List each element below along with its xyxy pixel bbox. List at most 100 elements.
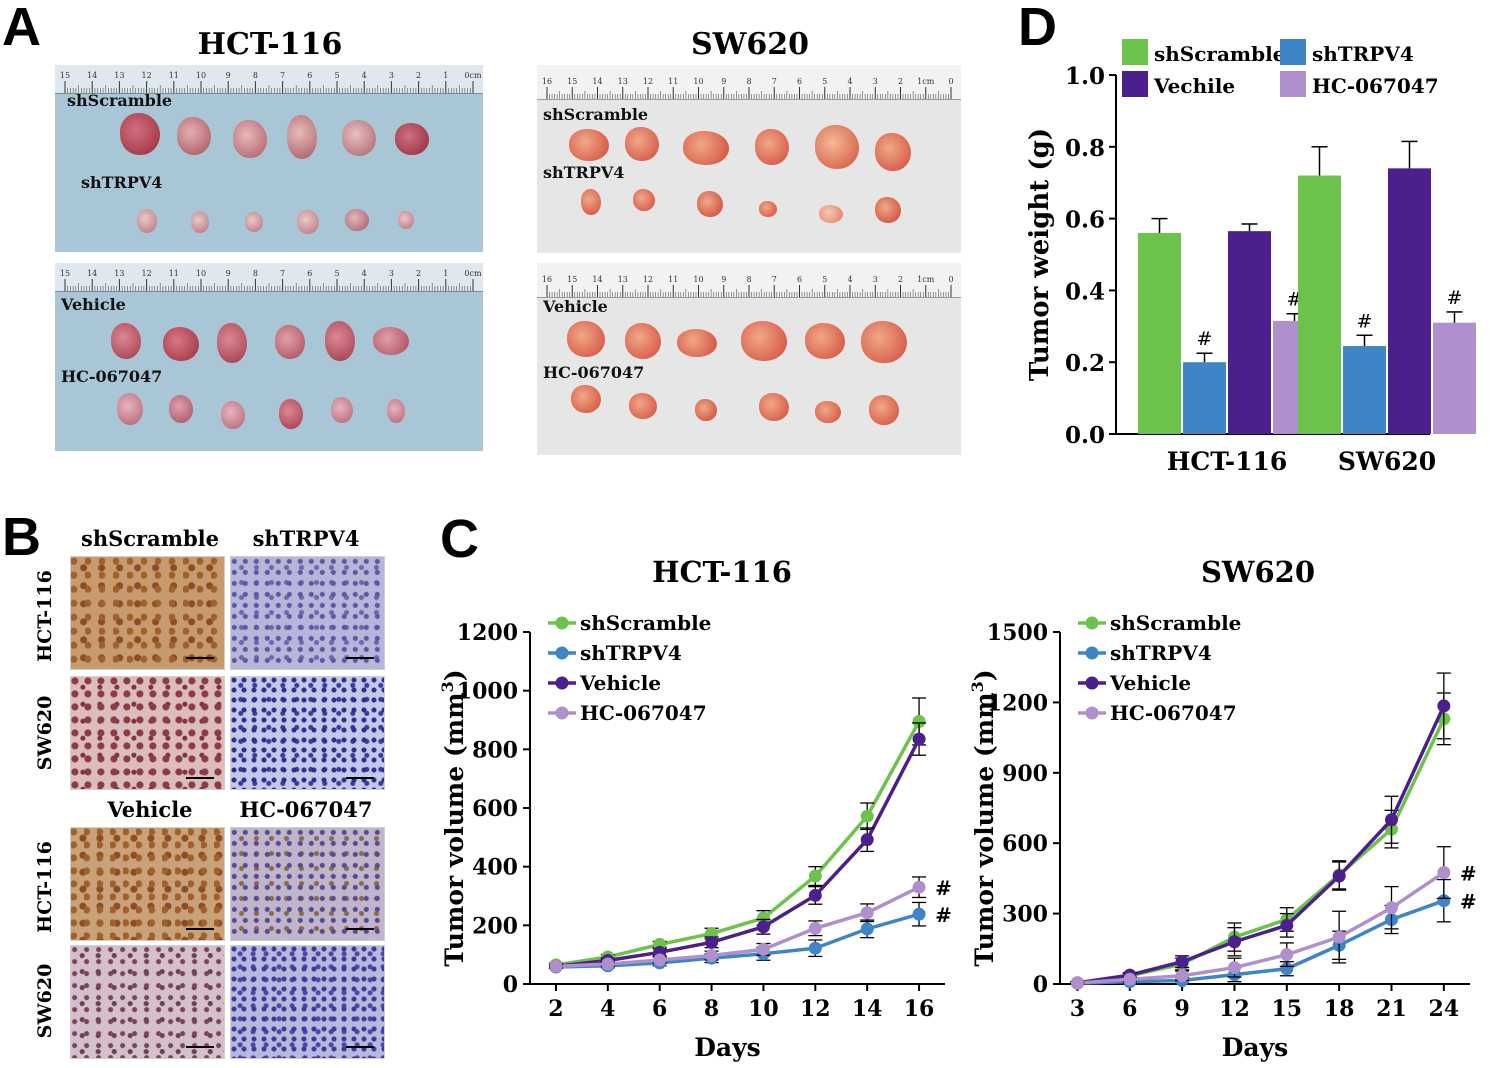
x-tick-label: 6: [652, 996, 667, 1022]
x-tick-label: 3: [1070, 996, 1085, 1022]
ruler-label: 14: [87, 71, 97, 80]
ruler-label: 3: [389, 269, 394, 278]
ruler-label: 8: [253, 269, 258, 278]
significance-mark: #: [935, 876, 952, 900]
ruler-label: 7: [772, 275, 777, 284]
x-tick-label: 4: [600, 996, 615, 1022]
ruler-label: 3: [873, 275, 878, 284]
photo-label-vehicle: Vehicle: [61, 295, 126, 314]
series-line-shtrpv4: [555, 912, 920, 969]
tumor: [875, 197, 901, 223]
data-point: [808, 941, 822, 955]
scale-bar: [186, 1046, 214, 1048]
y-tick-label: 1.0: [1065, 63, 1105, 90]
tumor: [625, 127, 659, 161]
ruler-label: 12: [142, 269, 152, 278]
series-line-shscramble: [555, 720, 921, 967]
legend-marker: [1085, 646, 1099, 660]
ruler-label: 1cm: [917, 77, 935, 86]
ruler-label: 2: [898, 275, 903, 284]
tumor: [869, 395, 899, 425]
x-tick-label: 16: [904, 996, 935, 1022]
y-tick-label: 0.6: [1065, 207, 1105, 234]
data-point: [808, 869, 822, 883]
y-tick-label: 600: [472, 796, 518, 822]
tumor: [137, 209, 157, 233]
ruler-label: 3: [389, 71, 394, 80]
tumor: [287, 115, 317, 159]
ruler: 15 14 13 12 11 10 9 8 7 6 5 4 3 2 1 0cm: [55, 65, 483, 94]
data-point: [1175, 955, 1189, 969]
significance-mark: #: [1447, 287, 1463, 309]
data-point: [549, 959, 563, 973]
ruler-label: 6: [797, 77, 802, 86]
ruler-label: 14: [592, 275, 602, 284]
ruler-label: 7: [772, 77, 777, 86]
ruler-label: 10: [196, 269, 206, 278]
photo-label-shscramble: shScramble: [67, 91, 173, 110]
photo-label-hc-067047: HC-067047: [543, 363, 645, 382]
ruler-label: 5: [334, 71, 339, 80]
ruler-ticks: 15 14 13 12 11 10 9 8 7 6 5 4 3 2 1 0cm: [60, 269, 482, 291]
legend-swatch: [1280, 39, 1306, 65]
panel-label-d: D: [1018, 0, 1057, 57]
ruler-label: 2: [416, 71, 421, 80]
ruler-label: 3: [873, 77, 878, 86]
tumor: [629, 393, 657, 419]
y-tick-label: 1200: [987, 690, 1048, 716]
ruler-ticks: 16 15 14 13 12 11 10 9 8 7 6 5 4 3 2 1cm 0: [542, 275, 954, 297]
tumor-photo-sw620-shrna: 16 15 14 13 12 11 10 9 8 7 6 5 4 3 2 1cm 0 shScramble sh…: [537, 65, 961, 253]
data-point: [756, 942, 770, 956]
tumor: [398, 211, 414, 229]
ruler-label: 0: [948, 275, 953, 284]
ruler-ticks: 15 14 13 12 11 10 9 8 7 6 5 4 3 2 1 0cm: [60, 71, 482, 93]
legend-label: shScramble: [1110, 611, 1241, 635]
tumor: [177, 117, 211, 155]
legend-marker: [555, 646, 569, 660]
legend-label: Vehicle: [1109, 671, 1191, 695]
ruler-label: 5: [822, 77, 827, 86]
ruler-label: 6: [797, 275, 802, 284]
data-point: [912, 714, 926, 728]
ruler-label: 9: [226, 269, 231, 278]
ruler-label: 4: [362, 71, 367, 80]
significance-mark: #: [1460, 862, 1477, 886]
data-point: [1280, 948, 1294, 962]
panel-a-sw-title: SW620: [691, 27, 809, 62]
legend-swatch: [1122, 39, 1148, 65]
y-tick-label: 300: [1002, 902, 1048, 928]
legend-label: shScramble: [1154, 42, 1285, 66]
data-point: [1437, 699, 1451, 713]
bar-vechile: [1388, 168, 1431, 434]
tumor: [275, 325, 305, 359]
tumor: [169, 395, 193, 423]
ruler-label: 9: [721, 77, 726, 86]
ihc-image-hct-hc-067047: [230, 827, 385, 941]
scale-bar: [186, 657, 214, 659]
tumor: [233, 120, 267, 158]
y-tick-label: 0.8: [1065, 135, 1105, 162]
bar-shscramble: [1138, 232, 1181, 434]
data-point: [1437, 866, 1451, 880]
ruler-label: 15: [567, 275, 577, 284]
ruler-ticks: 16 15 14 13 12 11 10 9 8 7 6 5 4 3 2 1cm 0: [542, 77, 954, 99]
data-point: [756, 920, 770, 934]
tumor: [342, 120, 376, 156]
y-tick-label: 900: [1002, 761, 1048, 787]
ruler-label: 8: [253, 71, 258, 80]
ihc-image-sw620-hc-067047: [230, 945, 385, 1059]
data-point: [1175, 969, 1189, 983]
legend-label: Vehicle: [579, 671, 661, 695]
legend-label: shTRPV4: [1312, 42, 1414, 66]
ruler-label: 0cm: [464, 269, 482, 278]
ruler-label: 15: [567, 77, 577, 86]
tumor: [683, 131, 729, 165]
ihc-image-hct-shtrpv4: [230, 556, 385, 670]
bar-shtrpv4: [1343, 346, 1386, 434]
tumor: [163, 327, 199, 361]
ihc-row-hct-116: HCT-116: [34, 570, 56, 662]
data-point: [808, 921, 822, 935]
ruler-label: 13: [618, 77, 628, 86]
tumor: [625, 323, 661, 359]
ruler-label: 2: [416, 269, 421, 278]
